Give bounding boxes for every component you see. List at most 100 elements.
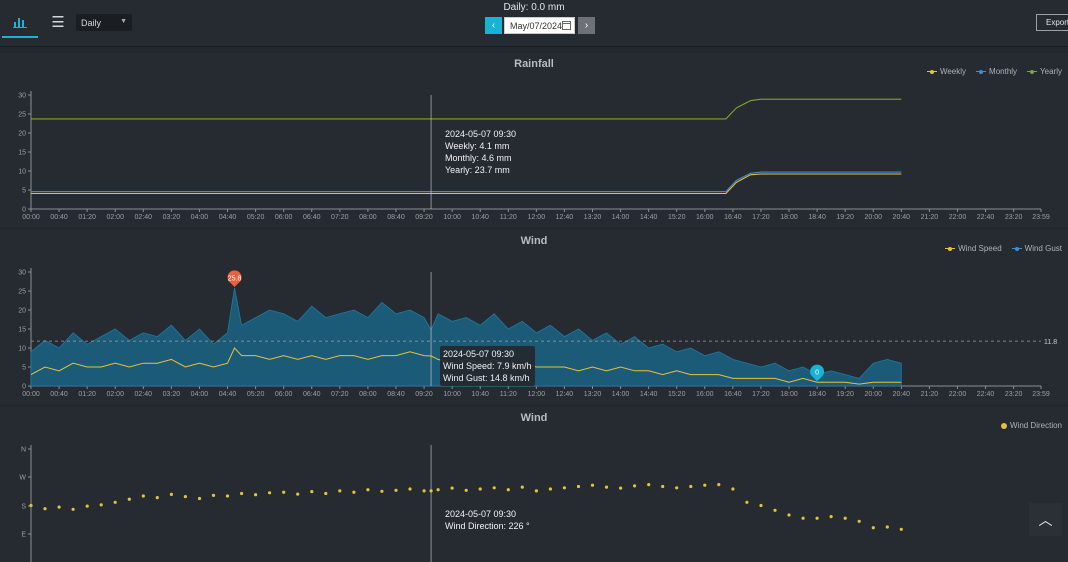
wind-direction-point xyxy=(717,483,721,487)
rainfall-x-tick-label: 20:00 xyxy=(864,214,882,221)
wind-direction-point xyxy=(562,486,567,490)
rainfall-x-tick-label: 18:40 xyxy=(808,214,826,221)
wind-x-tick-label: 16:40 xyxy=(724,391,742,398)
wind-direction-point xyxy=(506,488,510,492)
wind-direction-point xyxy=(590,483,595,487)
wind-direction-point xyxy=(43,507,47,511)
legend-wind-direction-label: Wind Direction xyxy=(1009,421,1062,430)
rainfall-x-tick-label: 13:20 xyxy=(584,214,602,221)
legend-wind-speed[interactable]: Wind Speed xyxy=(945,244,1002,253)
wind-direction-point xyxy=(71,507,75,511)
legend-yearly[interactable]: Yearly xyxy=(1027,67,1062,76)
date-value: May/07/2024 xyxy=(510,20,563,31)
rainfall-x-tick-label: 15:20 xyxy=(668,214,686,221)
wind-direction-point xyxy=(464,488,468,492)
wind-direction-point xyxy=(604,485,609,489)
bar-chart-icon[interactable] xyxy=(2,8,38,38)
wind-direction-point xyxy=(745,500,749,504)
wind-x-tick-label: 23:59 xyxy=(1032,391,1050,398)
rainfall-x-tick-label: 04:40 xyxy=(219,214,237,221)
wind-direction-point xyxy=(183,495,187,499)
rainfall-x-tick-label: 20:40 xyxy=(893,214,911,221)
wind-direction-point xyxy=(324,491,328,496)
view-select[interactable]: Daily ▼ xyxy=(76,14,132,31)
wind-x-tick-label: 08:00 xyxy=(359,391,377,398)
wind-legend: Wind Speed Wind Gust xyxy=(945,244,1062,253)
wind-direction-point xyxy=(366,488,370,492)
legend-monthly-marker xyxy=(976,69,987,75)
export-button[interactable]: Export xyxy=(1036,14,1068,31)
legend-wind-speed-label: Wind Speed xyxy=(958,244,1002,253)
rainfall-x-tick-label: 19:20 xyxy=(836,214,854,221)
wind-x-tick-label: 21:20 xyxy=(921,391,939,398)
rainfall-series-weekly xyxy=(31,173,902,194)
wind-y-tick-label: 25 xyxy=(18,289,26,296)
wind-direction-point xyxy=(394,488,398,492)
prev-date-button[interactable]: ‹ xyxy=(485,17,502,34)
rainfall-x-tick-label: 21:20 xyxy=(921,214,939,221)
wind-x-tick-label: 00:40 xyxy=(50,391,68,398)
legend-wind-gust-label: Wind Gust xyxy=(1024,244,1062,253)
wind-x-tick-label: 03:20 xyxy=(163,391,181,398)
wind-x-tick-label: 10:00 xyxy=(443,391,461,398)
legend-weekly[interactable]: Weekly xyxy=(926,67,966,76)
wind-direction-point xyxy=(787,513,791,517)
legend-wind-direction[interactable]: Wind Direction xyxy=(1000,421,1062,430)
wind-x-tick-label: 04:00 xyxy=(191,391,209,398)
wind-direction-chart[interactable]: N W S E xyxy=(0,407,1068,562)
legend-wind-gust[interactable]: Wind Gust xyxy=(1011,244,1062,253)
chevron-up-icon[interactable]: ︿ xyxy=(1029,503,1062,536)
wind-direction-point xyxy=(127,497,131,501)
wind-tooltip-time: 2024-05-07 09:30 xyxy=(443,349,515,359)
direction-y-tick-label: N xyxy=(21,447,26,454)
wind-direction-point xyxy=(211,493,216,497)
view-select-value: Daily xyxy=(81,17,102,28)
wind-x-tick-label: 22:40 xyxy=(977,391,995,398)
wind-direction-point xyxy=(899,527,903,531)
wind-chart[interactable]: 0 5 10 15 20 25 30 00:00 00:40 01:20 02:00 02:40 03:… xyxy=(0,230,1068,404)
wind-x-tick-label: 01:20 xyxy=(78,391,96,398)
wind-direction-point xyxy=(408,487,412,491)
rainfall-series-monthly xyxy=(31,171,902,193)
wind-tooltip-gust: Wind Gust: 14.8 km/h xyxy=(443,373,530,383)
next-date-button[interactable]: › xyxy=(578,17,595,34)
wind-x-tick-label: 22:00 xyxy=(949,391,967,398)
rainfall-x-tick-label: 06:40 xyxy=(303,214,321,221)
wind-title: Wind xyxy=(520,235,548,247)
wind-direction-point xyxy=(633,484,637,488)
rainfall-tooltip-time: 2024-05-07 09:30 xyxy=(445,129,517,139)
menu-icon[interactable]: ☰ xyxy=(51,14,65,31)
wind-direction-point xyxy=(282,490,286,494)
calendar-icon[interactable] xyxy=(562,21,571,30)
rainfall-x-tick-label: 04:00 xyxy=(191,214,209,221)
wind-tooltip-speed: Wind Speed: 7.9 km/h xyxy=(443,361,532,371)
wind-y-tick-label: 5 xyxy=(22,365,26,372)
rainfall-x-tick-label: 14:40 xyxy=(640,214,658,221)
rainfall-x-tick-label: 23:59 xyxy=(1032,214,1050,221)
rainfall-x-tick-label: 06:00 xyxy=(275,214,293,221)
wind-direction-panel: Wind Wind Direction N W S E 2024-05-07 09:3… xyxy=(0,407,1068,562)
wind-direction-point xyxy=(296,492,300,496)
wind-direction-point xyxy=(436,488,440,492)
wind-direction-tooltip-time: 2024-05-07 09:30 xyxy=(445,509,517,519)
wind-x-tick-label: 14:40 xyxy=(640,391,658,398)
rainfall-x-tick-label: 22:00 xyxy=(949,214,967,221)
date-input[interactable]: May/07/2024 xyxy=(504,17,575,34)
rainfall-legend: Weekly Monthly Yearly xyxy=(926,67,1062,76)
wind-x-tick-label: 23:20 xyxy=(1005,391,1023,398)
wind-direction-point xyxy=(619,486,623,490)
wind-x-tick-label: 15:20 xyxy=(668,391,686,398)
rainfall-y-tick-label: 30 xyxy=(18,93,26,100)
wind-direction-point xyxy=(801,516,805,520)
legend-monthly[interactable]: Monthly xyxy=(976,67,1017,76)
rainfall-y-tick-label: 10 xyxy=(18,169,26,176)
direction-y-tick-label: E xyxy=(21,532,26,539)
rainfall-x-tick-label: 12:00 xyxy=(528,214,546,221)
wind-x-tick-label: 00:00 xyxy=(22,391,40,398)
wind-direction-point xyxy=(759,503,763,508)
direction-y-tick-label: W xyxy=(19,475,26,482)
wind-x-tick-label: 02:00 xyxy=(106,391,124,398)
rainfall-chart[interactable]: 0 5 10 15 20 25 30 00:00 00:40 01:20 02:00 02:40 03:… xyxy=(0,53,1068,227)
rainfall-y-tick-label: 5 xyxy=(22,188,26,195)
wind-direction-tooltip: 2024-05-07 09:30 Wind Direction: 226 ° xyxy=(442,506,533,534)
